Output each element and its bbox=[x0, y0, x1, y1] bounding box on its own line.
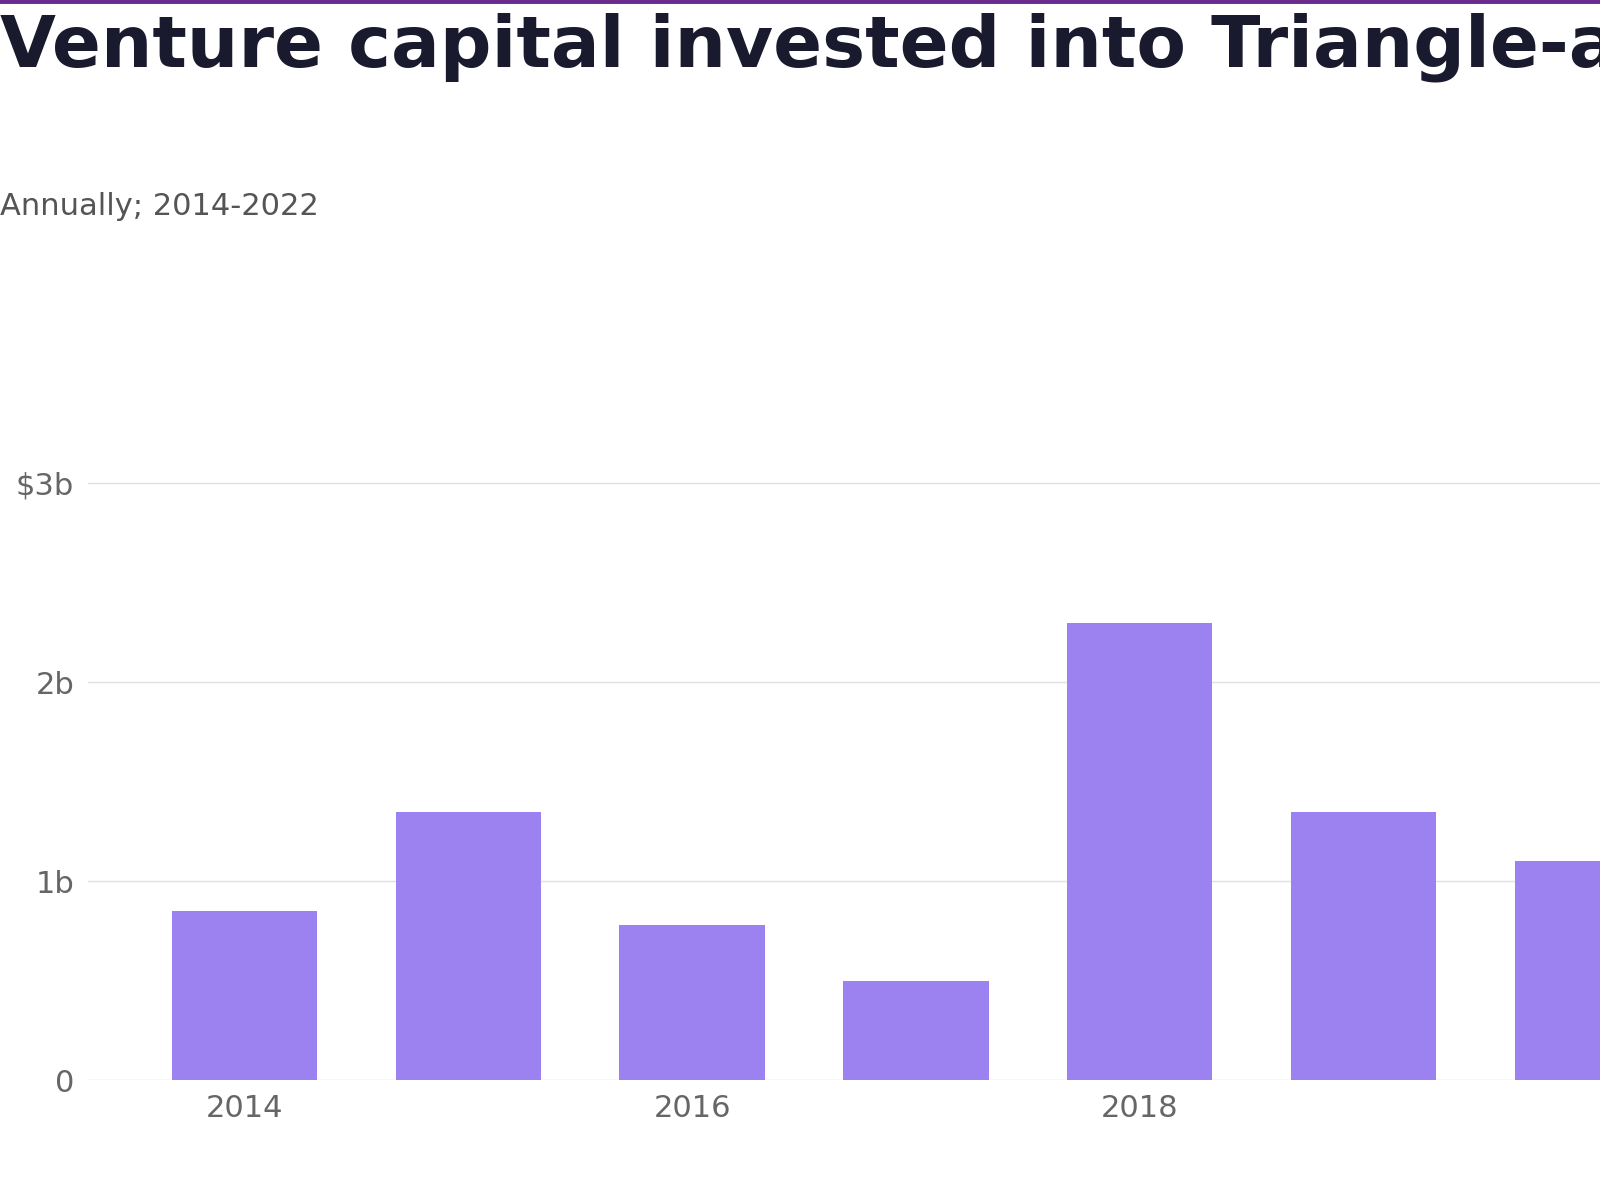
Bar bbox=[1067, 623, 1213, 1080]
Bar bbox=[843, 980, 989, 1080]
Bar bbox=[1515, 862, 1600, 1080]
Text: Annually; 2014-2022: Annually; 2014-2022 bbox=[0, 192, 318, 221]
Bar bbox=[395, 811, 541, 1080]
Bar bbox=[171, 911, 317, 1080]
Bar bbox=[1291, 811, 1437, 1080]
Text: Venture capital invested into Triangle-area startups: Venture capital invested into Triangle-a… bbox=[0, 12, 1600, 82]
Bar bbox=[619, 925, 765, 1080]
